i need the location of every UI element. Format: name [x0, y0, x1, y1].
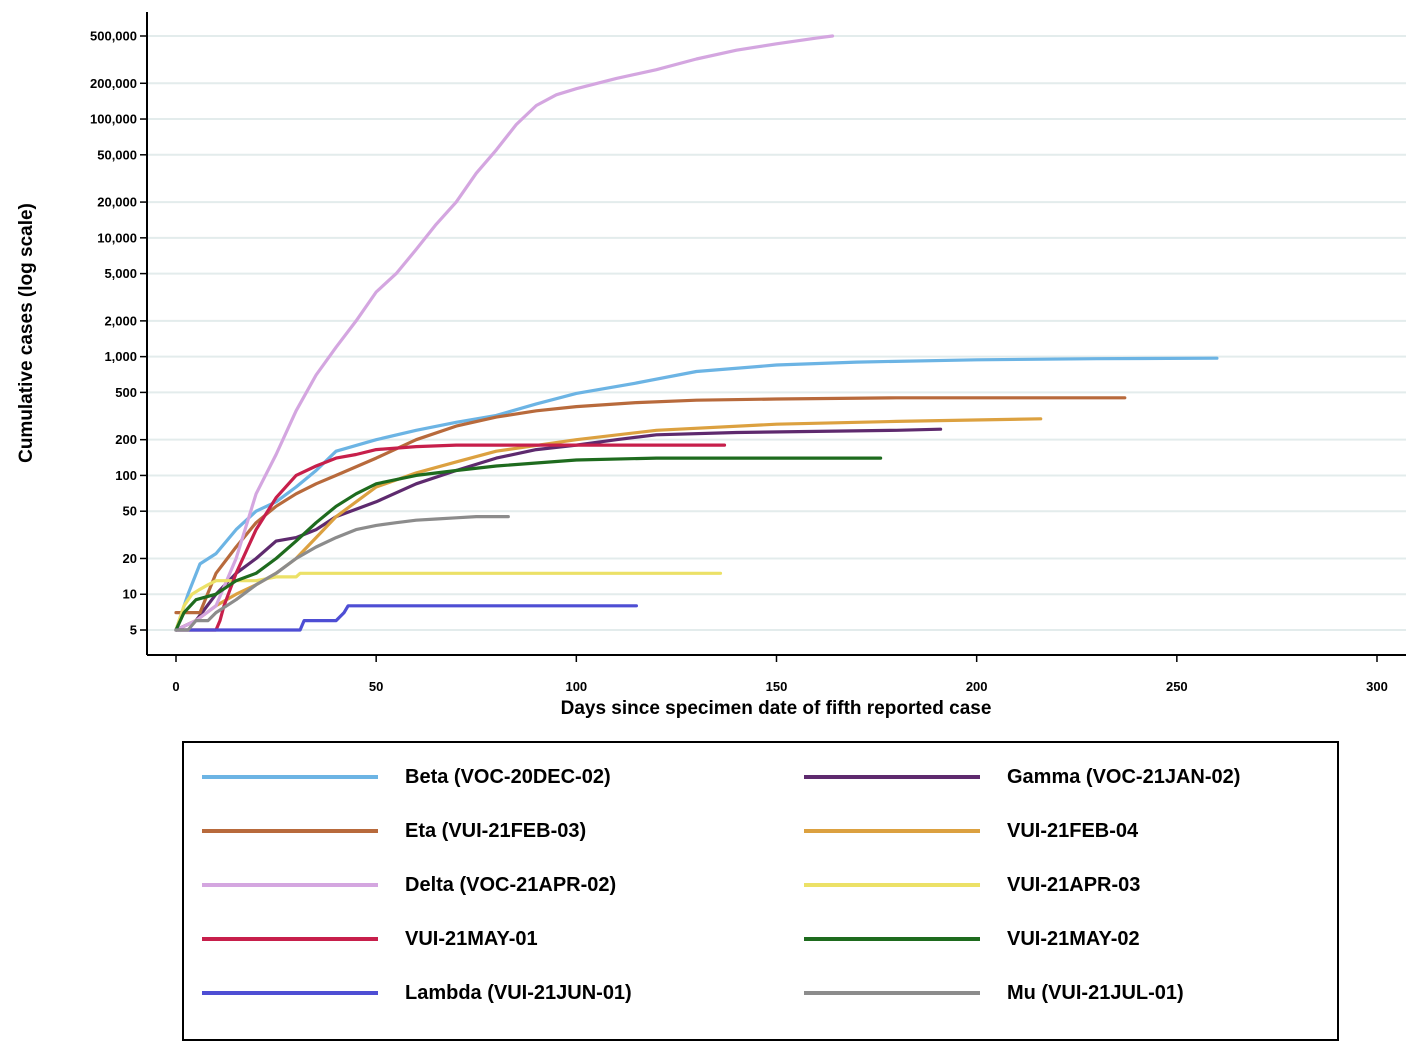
legend-swatch	[804, 775, 980, 779]
x-tick-label: 150	[766, 679, 788, 694]
legend-swatch	[804, 829, 980, 833]
legend-item: VUI-21APR-03	[804, 870, 1140, 900]
legend-label: VUI-21MAY-02	[1007, 927, 1140, 950]
y-tick-label: 20,000	[97, 195, 137, 210]
legend-label: Eta (VUI-21FEB-03)	[405, 819, 587, 842]
chart-canvas: 51020501002005001,0002,0005,00010,00020,…	[16, 12, 1406, 719]
legend-item: Mu (VUI-21JUL-01)	[804, 978, 1184, 1008]
x-tick-label: 250	[1166, 679, 1188, 694]
series-line-1	[174, 427, 943, 632]
legend-swatch	[202, 829, 378, 833]
series-line-3	[174, 417, 1043, 632]
legend-swatch	[804, 991, 980, 995]
y-tick-label: 100,000	[90, 112, 137, 127]
legend-label: Mu (VUI-21JUL-01)	[1007, 981, 1184, 1004]
legend-label: Gamma (VOC-21JAN-02)	[1007, 765, 1241, 788]
x-tick-label: 100	[565, 679, 587, 694]
y-tick-label: 200,000	[90, 76, 137, 91]
series-line-8	[174, 604, 639, 632]
series-line-4	[174, 34, 835, 632]
y-tick-label: 2,000	[104, 313, 137, 328]
series-line-5	[174, 571, 723, 632]
x-tick-label: 0	[172, 679, 179, 694]
legend-item: Eta (VUI-21FEB-03)	[202, 816, 586, 846]
legend-swatch	[202, 775, 378, 779]
legend-item: Gamma (VOC-21JAN-02)	[804, 762, 1240, 792]
series-line-7	[174, 456, 883, 632]
y-tick-label: 500,000	[90, 29, 137, 44]
legend-label: Delta (VOC-21APR-02)	[405, 873, 617, 896]
x-tick-label: 300	[1366, 679, 1388, 694]
legend-item: Beta (VOC-20DEC-02)	[202, 762, 611, 792]
y-tick-label: 20	[123, 551, 137, 566]
legend-item: VUI-21MAY-01	[202, 924, 538, 954]
y-axis-title: Cumulative cases (log scale)	[16, 203, 37, 463]
y-tick-label: 10	[123, 587, 137, 602]
y-tick-label: 1,000	[104, 349, 137, 364]
legend: Beta (VOC-20DEC-02) Gamma (VOC-21JAN-02) E…	[182, 741, 1339, 1041]
legend-label: Beta (VOC-20DEC-02)	[405, 765, 611, 788]
legend-label: VUI-21FEB-04	[1007, 819, 1139, 842]
legend-swatch	[804, 883, 980, 887]
y-tick-label: 200	[115, 432, 137, 447]
x-tick-label: 200	[966, 679, 988, 694]
legend-label: Lambda (VUI-21JUN-01)	[405, 981, 632, 1004]
legend-swatch	[202, 937, 378, 941]
series-line-0	[174, 356, 1219, 632]
y-tick-label: 100	[115, 468, 137, 483]
gridlines	[147, 35, 1406, 631]
series-line-6	[174, 443, 727, 632]
y-tick-label: 500	[115, 385, 137, 400]
legend-label: VUI-21MAY-01	[405, 927, 538, 950]
y-tick-labels: 5 10 20 50 100 200 500 1,000 2,000 5,000 10,000 20,…	[90, 29, 147, 638]
y-tick-label: 10,000	[97, 230, 137, 245]
legend-swatch	[804, 937, 980, 941]
legend-swatch	[202, 883, 378, 887]
legend-label: VUI-21APR-03	[1007, 873, 1141, 896]
x-tick-label: 50	[369, 679, 383, 694]
x-axis-title: Days since specimen date of fifth report…	[561, 698, 992, 719]
y-tick-label: 50,000	[97, 147, 137, 162]
x-tick-labels: 0 50 100 150 200 250 300	[172, 655, 1388, 694]
legend-item: Delta (VOC-21APR-02)	[202, 870, 616, 900]
y-tick-label: 5,000	[104, 266, 137, 281]
legend-item: VUI-21FEB-04	[804, 816, 1138, 846]
y-tick-label: 5	[130, 623, 137, 638]
y-tick-label: 50	[123, 504, 137, 519]
series-lines	[174, 34, 1219, 632]
legend-item: VUI-21MAY-02	[804, 924, 1140, 954]
legend-swatch	[202, 991, 378, 995]
series-line-9	[174, 514, 510, 632]
legend-item: Lambda (VUI-21JUN-01)	[202, 978, 632, 1008]
